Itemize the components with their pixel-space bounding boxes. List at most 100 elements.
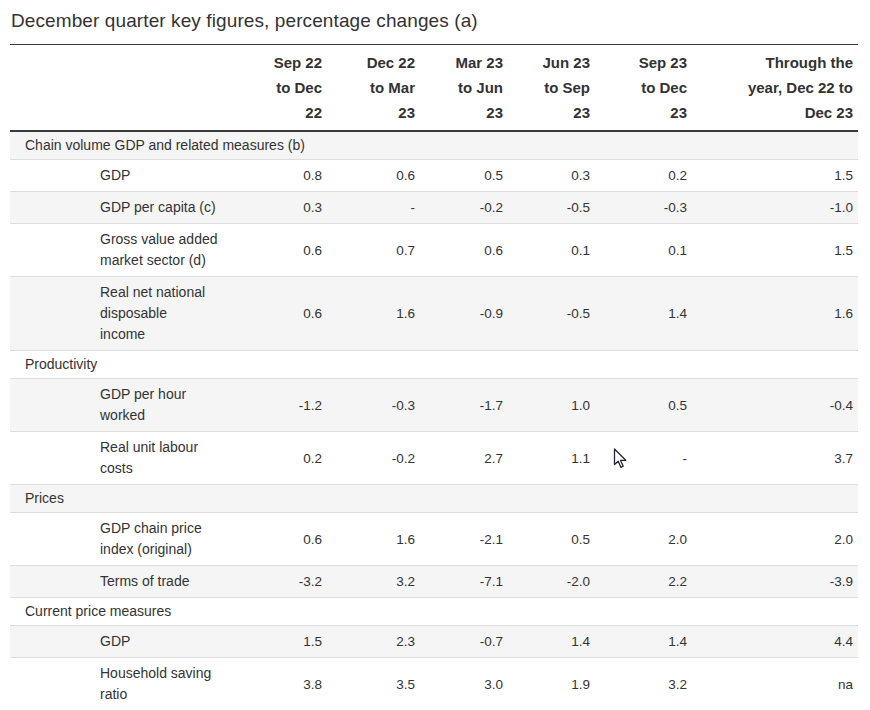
table-row: Terms of trade-3.23.2-7.1-2.02.2-3.9 xyxy=(10,566,858,598)
value-cell: 0.6 xyxy=(425,224,513,277)
table-row: GDP1.52.3-0.71.41.44.4 xyxy=(10,626,858,658)
row-label: Household saving ratio xyxy=(10,658,240,710)
value-cell: 4.4 xyxy=(697,626,858,658)
page: December quarter key figures, percentage… xyxy=(0,10,870,710)
value-cell: -0.2 xyxy=(425,192,513,224)
value-cell: -3.2 xyxy=(240,566,332,598)
table-row: GDP chain price index (original)0.61.6-2… xyxy=(10,513,858,566)
value-cell: -1.2 xyxy=(240,379,332,432)
value-cell: 1.1 xyxy=(513,432,600,485)
value-cell: 0.8 xyxy=(240,160,332,192)
header-period-1: Sep 22 to Dec 22 xyxy=(240,45,332,132)
value-cell: - xyxy=(600,432,697,485)
value-cell: 1.6 xyxy=(332,277,425,351)
table-row: GDP0.80.60.50.30.21.5 xyxy=(10,160,858,192)
value-cell: 2.7 xyxy=(425,432,513,485)
value-cell: 2.0 xyxy=(697,513,858,566)
row-label: Terms of trade xyxy=(10,566,240,598)
value-cell: 0.1 xyxy=(513,224,600,277)
table-row: Household saving ratio3.83.53.01.93.2na xyxy=(10,658,858,710)
table-row: Real net national disposable income0.61.… xyxy=(10,277,858,351)
value-cell: -0.3 xyxy=(600,192,697,224)
row-label: GDP xyxy=(10,160,240,192)
row-label: Gross value added market sector (d) xyxy=(10,224,240,277)
header-row: Sep 22 to Dec 22 Dec 22 to Mar 23 Mar 23… xyxy=(10,45,858,132)
value-cell: 1.4 xyxy=(513,626,600,658)
row-label: GDP chain price index (original) xyxy=(10,513,240,566)
value-cell: -2.1 xyxy=(425,513,513,566)
value-cell: -0.9 xyxy=(425,277,513,351)
row-label: Real net national disposable income xyxy=(10,277,240,351)
table-row: Gross value added market sector (d)0.60.… xyxy=(10,224,858,277)
value-cell: 1.4 xyxy=(600,626,697,658)
value-cell: 0.3 xyxy=(240,192,332,224)
value-cell: -0.7 xyxy=(425,626,513,658)
value-cell: 2.3 xyxy=(332,626,425,658)
value-cell: 0.2 xyxy=(600,160,697,192)
section-row: Prices xyxy=(10,485,858,513)
value-cell: 2.0 xyxy=(600,513,697,566)
row-label: Real unit labour costs xyxy=(10,432,240,485)
section-row: Current price measures xyxy=(10,598,858,626)
value-cell: 1.6 xyxy=(697,277,858,351)
value-cell: 1.5 xyxy=(240,626,332,658)
value-cell: 1.5 xyxy=(697,160,858,192)
table-header: Sep 22 to Dec 22 Dec 22 to Mar 23 Mar 23… xyxy=(10,45,858,132)
header-through-year: Through the year, Dec 22 to Dec 23 xyxy=(697,45,858,132)
value-cell: 2.2 xyxy=(600,566,697,598)
table-body: Chain volume GDP and related measures (b… xyxy=(10,131,858,710)
value-cell: -3.9 xyxy=(697,566,858,598)
value-cell: - xyxy=(332,192,425,224)
value-cell: -0.5 xyxy=(513,192,600,224)
value-cell: 3.0 xyxy=(425,658,513,710)
section-label: Chain volume GDP and related measures (b… xyxy=(10,131,858,160)
section-label: Prices xyxy=(10,485,858,513)
value-cell: na xyxy=(697,658,858,710)
value-cell: -1.0 xyxy=(697,192,858,224)
value-cell: 0.6 xyxy=(332,160,425,192)
table-row: GDP per hour worked-1.2-0.3-1.71.00.5-0.… xyxy=(10,379,858,432)
table-title: December quarter key figures, percentage… xyxy=(11,10,870,32)
value-cell: 0.3 xyxy=(513,160,600,192)
header-empty-cell xyxy=(10,45,240,132)
value-cell: 3.8 xyxy=(240,658,332,710)
value-cell: 1.5 xyxy=(697,224,858,277)
value-cell: 1.4 xyxy=(600,277,697,351)
key-figures-table: Sep 22 to Dec 22 Dec 22 to Mar 23 Mar 23… xyxy=(10,44,858,710)
value-cell: 0.2 xyxy=(240,432,332,485)
value-cell: 0.6 xyxy=(240,277,332,351)
value-cell: 0.5 xyxy=(513,513,600,566)
value-cell: 3.5 xyxy=(332,658,425,710)
value-cell: 0.7 xyxy=(332,224,425,277)
value-cell: 3.7 xyxy=(697,432,858,485)
header-period-4: Jun 23 to Sep 23 xyxy=(513,45,600,132)
value-cell: 1.0 xyxy=(513,379,600,432)
value-cell: -0.5 xyxy=(513,277,600,351)
row-label: GDP per hour worked xyxy=(10,379,240,432)
value-cell: 0.5 xyxy=(425,160,513,192)
header-period-2: Dec 22 to Mar 23 xyxy=(332,45,425,132)
section-label: Productivity xyxy=(10,351,858,379)
row-label: GDP per capita (c) xyxy=(10,192,240,224)
value-cell: 0.6 xyxy=(240,513,332,566)
table-row: GDP per capita (c)0.3--0.2-0.5-0.3-1.0 xyxy=(10,192,858,224)
value-cell: -0.2 xyxy=(332,432,425,485)
section-label: Current price measures xyxy=(10,598,858,626)
value-cell: 0.6 xyxy=(240,224,332,277)
value-cell: -2.0 xyxy=(513,566,600,598)
value-cell: 0.1 xyxy=(600,224,697,277)
value-cell: 3.2 xyxy=(600,658,697,710)
value-cell: -7.1 xyxy=(425,566,513,598)
header-period-3: Mar 23 to Jun 23 xyxy=(425,45,513,132)
value-cell: 1.6 xyxy=(332,513,425,566)
value-cell: -0.4 xyxy=(697,379,858,432)
row-label: GDP xyxy=(10,626,240,658)
table-row: Real unit labour costs0.2-0.22.71.1-3.7 xyxy=(10,432,858,485)
section-row: Productivity xyxy=(10,351,858,379)
section-row: Chain volume GDP and related measures (b… xyxy=(10,131,858,160)
value-cell: 3.2 xyxy=(332,566,425,598)
value-cell: 0.5 xyxy=(600,379,697,432)
header-period-5: Sep 23 to Dec 23 xyxy=(600,45,697,132)
value-cell: -0.3 xyxy=(332,379,425,432)
value-cell: -1.7 xyxy=(425,379,513,432)
